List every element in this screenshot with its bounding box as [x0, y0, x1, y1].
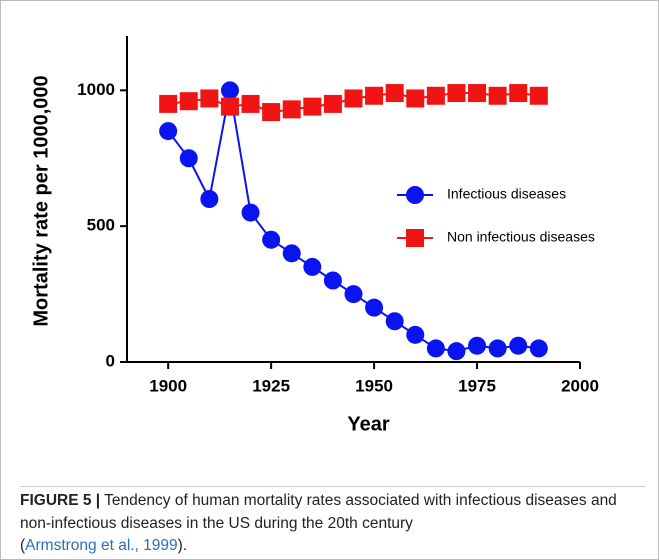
- caption-open: (: [20, 537, 26, 554]
- legend-circle: [406, 186, 424, 204]
- x-tick-label: 1950: [355, 376, 393, 395]
- square-marker: [488, 86, 507, 105]
- circle-marker: [220, 81, 239, 100]
- circle-marker: [488, 339, 507, 358]
- legend-label: Non infectious diseases: [447, 229, 595, 245]
- circle-marker: [426, 339, 445, 358]
- chart: 0 500 1000 1900 1925 1950 1975 2000 Year Mortalit…: [30, 36, 599, 435]
- y-tick-label: 0: [106, 351, 115, 370]
- square-marker: [282, 100, 301, 119]
- square-marker: [529, 86, 548, 105]
- square-marker: [365, 86, 384, 105]
- legend-square: [406, 229, 424, 247]
- circle-marker: [406, 325, 425, 344]
- square-marker: [303, 97, 322, 116]
- caption-label: FIGURE 5 |: [20, 492, 101, 509]
- circle-marker: [447, 342, 466, 361]
- square-marker: [241, 94, 260, 113]
- citation-link[interactable]: Armstrong et al., 1999: [25, 537, 178, 554]
- x-axis-label: Year: [347, 413, 389, 435]
- square-marker: [262, 103, 281, 122]
- caption-text: Tendency of human mortality rates associ…: [20, 492, 617, 532]
- square-marker: [406, 89, 425, 108]
- circle-marker: [509, 336, 528, 355]
- series-line: [167, 90, 539, 353]
- x-tick-label: 1925: [252, 376, 290, 395]
- x-tick-label: 1900: [149, 376, 187, 395]
- circle-marker: [241, 203, 260, 222]
- circle-marker: [468, 336, 487, 355]
- caption: FIGURE 5 | Tendency of human mortality r…: [20, 486, 645, 558]
- x-tick-label: 1975: [458, 376, 496, 395]
- circle-marker: [323, 271, 342, 290]
- y-tick-label: 500: [87, 216, 115, 235]
- square-marker: [159, 94, 178, 113]
- circle-marker: [179, 149, 198, 168]
- circle-marker: [200, 190, 219, 208]
- y-axis-label: Mortality rate per 1000,000: [30, 75, 52, 326]
- square-marker: [344, 89, 363, 108]
- square-marker: [220, 97, 239, 116]
- circle-marker: [529, 339, 548, 358]
- square-marker: [200, 89, 219, 108]
- circle-marker: [262, 230, 281, 249]
- circle-marker: [303, 257, 322, 276]
- square-marker: [179, 92, 198, 111]
- legend-label: Infectious diseases: [447, 186, 566, 202]
- square-marker: [385, 84, 404, 103]
- circle-marker: [344, 285, 363, 304]
- circle-marker: [159, 122, 178, 141]
- circle-marker: [385, 312, 404, 331]
- x-tick-label: 2000: [561, 376, 599, 395]
- circle-marker: [365, 298, 384, 317]
- circle-marker: [282, 244, 301, 263]
- caption-close: ).: [177, 537, 188, 554]
- square-marker: [468, 84, 487, 103]
- square-marker: [323, 94, 342, 113]
- square-marker: [447, 84, 466, 103]
- square-marker: [509, 84, 528, 103]
- square-marker: [426, 86, 445, 105]
- y-tick-label: 1000: [77, 80, 115, 99]
